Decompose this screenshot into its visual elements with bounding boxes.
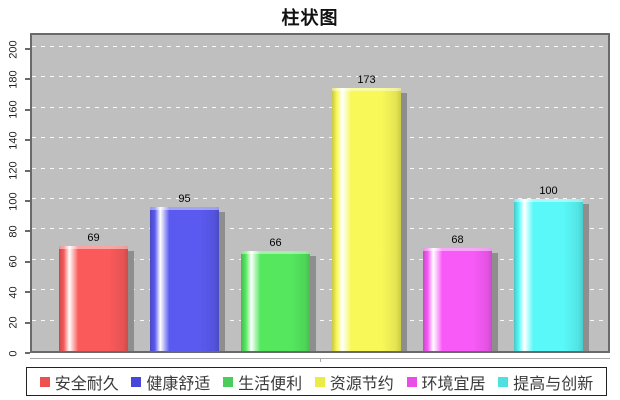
bar-shadow	[128, 251, 134, 351]
y-tick-label: 140	[7, 131, 20, 150]
bar-shadow	[492, 252, 498, 351]
plot-area: 69 95 66 173 68 100	[30, 33, 610, 353]
legend-item-label: 环境宜居	[421, 375, 486, 393]
y-tick-label: 80	[7, 225, 20, 238]
bar	[59, 246, 128, 351]
x-axis-tick	[320, 358, 321, 362]
bar-shadow	[583, 204, 589, 351]
bar-value-label: 173	[357, 74, 376, 87]
gridline	[32, 76, 608, 78]
bar-value-label: 100	[539, 185, 558, 197]
y-tick-mark	[25, 352, 30, 354]
y-tick-mark	[25, 48, 30, 50]
bar-value-label: 68	[451, 233, 464, 246]
legend-marker	[498, 376, 509, 387]
y-tick-mark	[25, 321, 30, 324]
gridline	[32, 106, 608, 108]
bar-value-label: 66	[269, 236, 282, 249]
gridline	[32, 258, 608, 260]
y-tick-label: 100	[7, 191, 20, 211]
y-tick-label: 180	[7, 70, 20, 89]
y-tick-label: 120	[7, 161, 20, 180]
gridline	[32, 198, 608, 199]
y-tick-mark	[25, 200, 30, 202]
legend: 安全耐久 健康舒适 生活便利 资源节约 环境宜居 提高与创新	[26, 367, 607, 396]
legend-item: 资源节约	[314, 370, 394, 394]
bar	[241, 250, 310, 351]
legend-item: 安全耐久	[39, 370, 119, 394]
legend-item: 健康舒适	[131, 370, 210, 394]
y-tick-mark	[25, 260, 30, 263]
bar-shadow	[219, 211, 225, 351]
legend-marker	[314, 376, 325, 387]
legend-marker	[39, 376, 50, 387]
gridline	[32, 319, 608, 321]
legend-item: 提高与创新	[498, 370, 593, 394]
legend-item-label: 安全耐久	[54, 375, 119, 393]
bar-value-label: 95	[178, 192, 191, 205]
y-tick-mark	[25, 169, 30, 172]
bar-value-label: 69	[87, 232, 100, 245]
legend-marker	[406, 376, 417, 387]
gridline	[32, 46, 608, 47]
y-tick-mark	[25, 291, 30, 294]
legend-item-label: 资源节约	[329, 375, 394, 393]
bar-top-highlight	[332, 88, 401, 92]
legend-item-label: 健康舒适	[146, 375, 211, 393]
y-tick-label: 20	[7, 316, 20, 329]
y-tick-label: 40	[7, 286, 20, 299]
bar	[150, 206, 219, 351]
y-tick-mark	[25, 78, 30, 81]
gridline	[32, 289, 608, 291]
legend-item-label: 提高与创新	[513, 375, 594, 393]
bar	[514, 199, 583, 351]
gridline	[32, 167, 608, 169]
bar-shadow	[310, 255, 316, 351]
bar-shadow	[401, 93, 407, 351]
gridline	[32, 137, 608, 139]
legend-item: 生活便利	[223, 370, 302, 394]
bar	[423, 247, 492, 351]
legend-marker	[223, 376, 234, 387]
legend-marker	[131, 376, 142, 387]
legend-item: 环境宜居	[406, 370, 486, 394]
bar-top-highlight	[423, 247, 492, 251]
bar-top-highlight	[150, 206, 219, 210]
bar-top-highlight	[514, 199, 583, 202]
bar-top-highlight	[241, 250, 310, 254]
y-tick-mark	[25, 108, 30, 111]
bar	[332, 88, 401, 351]
gridline	[32, 228, 608, 230]
chart-title: 柱状图	[281, 8, 339, 28]
y-tick-mark	[25, 139, 30, 142]
y-tick-label: 200	[7, 39, 20, 59]
legend-item-label: 生活便利	[238, 375, 303, 393]
y-axis: 0 20 40 60 80 100 120 140 160 180 200	[0, 33, 30, 356]
bar-top-highlight	[59, 246, 128, 250]
y-tick-label: 0	[7, 349, 20, 357]
y-tick-label: 60	[7, 255, 20, 268]
y-tick-label: 160	[7, 100, 20, 119]
y-tick-mark	[25, 230, 30, 233]
